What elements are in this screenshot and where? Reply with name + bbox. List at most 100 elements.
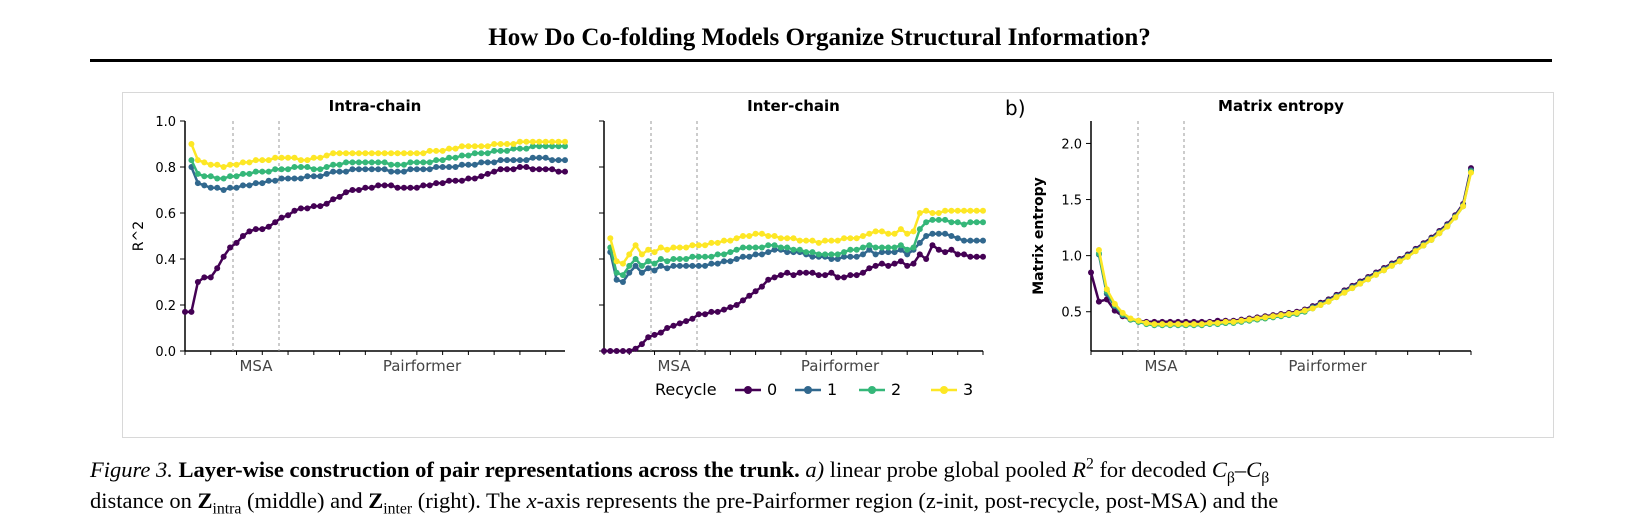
data-point: [916, 210, 923, 216]
data-point: [542, 166, 549, 173]
caption-line2-a: distance on: [90, 488, 192, 513]
data-point: [220, 175, 227, 182]
data-point: [727, 237, 734, 244]
data-point: [439, 157, 446, 164]
data-point: [1460, 203, 1467, 210]
caption-part-a: a): [805, 457, 825, 482]
data-point: [708, 253, 715, 260]
data-point: [246, 159, 253, 166]
data-point: [510, 166, 517, 173]
data-point: [714, 239, 721, 246]
caption-dash: –: [1234, 457, 1247, 482]
data-point: [207, 184, 214, 191]
y-tick-label: 1.5: [1061, 194, 1082, 209]
data-point: [214, 265, 221, 272]
data-point: [878, 260, 885, 267]
caption-beta-2: β: [1261, 469, 1270, 487]
data-point: [407, 150, 414, 157]
data-point: [878, 228, 885, 235]
data-point: [746, 253, 753, 260]
data-point: [702, 311, 709, 318]
data-point: [394, 161, 401, 168]
data-point: [657, 244, 664, 251]
data-point: [973, 207, 980, 214]
data-point: [349, 166, 356, 173]
data-point: [910, 260, 917, 267]
data-point: [657, 262, 664, 269]
data-point: [194, 279, 201, 285]
series-3: [188, 138, 568, 170]
data-point: [420, 159, 427, 166]
data-point: [683, 244, 690, 251]
data-point: [1357, 280, 1364, 287]
data-point: [721, 237, 728, 244]
data-point: [613, 348, 620, 354]
data-point: [954, 235, 961, 242]
data-point: [1167, 321, 1174, 328]
data-point: [529, 154, 536, 161]
data-point: [942, 230, 949, 237]
data-point: [252, 226, 259, 233]
caption-line2-b: (middle) and: [246, 488, 363, 513]
data-point: [651, 331, 658, 338]
data-point: [777, 235, 784, 242]
data-point: [632, 256, 639, 262]
data-point: [272, 219, 279, 226]
data-point: [973, 219, 980, 226]
data-point: [491, 168, 498, 175]
series-line: [1089, 167, 1473, 324]
data-point: [368, 184, 375, 191]
data-point: [891, 249, 898, 256]
data-point: [853, 246, 860, 253]
data-point: [973, 237, 980, 244]
data-point: [336, 150, 343, 157]
data-point: [375, 166, 382, 173]
caption-c1: C: [1211, 457, 1227, 482]
data-point: [841, 253, 848, 260]
data-point: [1206, 319, 1213, 326]
data-point: [626, 348, 633, 354]
y-tick-label: 0.8: [155, 161, 176, 176]
data-point: [790, 246, 797, 253]
data-point: [923, 256, 930, 262]
data-point: [278, 214, 285, 221]
data-point: [961, 251, 968, 258]
data-point: [452, 145, 459, 152]
data-point: [343, 150, 350, 157]
legend-item-3: 3: [931, 380, 973, 399]
data-point: [272, 154, 279, 161]
series-0: [182, 164, 568, 315]
data-point: [1246, 316, 1253, 323]
data-point: [777, 272, 784, 279]
data-point: [413, 166, 420, 173]
data-point: [784, 244, 791, 251]
data-point: [458, 152, 465, 159]
data-point: [676, 320, 683, 327]
data-point: [702, 242, 709, 249]
data-point: [433, 180, 440, 187]
data-point: [733, 302, 740, 308]
data-point: [291, 154, 298, 161]
data-point: [885, 262, 892, 269]
data-point: [310, 173, 317, 180]
data-point: [478, 150, 485, 157]
data-point: [278, 175, 285, 182]
data-point: [619, 279, 626, 285]
data-point: [676, 262, 683, 269]
data-point: [904, 251, 911, 258]
data-point: [809, 237, 816, 244]
data-point: [362, 166, 369, 173]
data-point: [491, 141, 498, 147]
data-point: [439, 147, 446, 154]
data-point: [626, 262, 633, 269]
data-point: [1396, 258, 1403, 265]
data-point: [904, 246, 911, 253]
data-point: [935, 210, 942, 216]
data-point: [259, 168, 266, 175]
data-point: [400, 168, 407, 175]
data-point: [504, 166, 511, 173]
data-point: [967, 219, 974, 226]
data-point: [381, 159, 388, 166]
data-point: [555, 157, 562, 164]
legend-item-2: 2: [859, 380, 901, 399]
